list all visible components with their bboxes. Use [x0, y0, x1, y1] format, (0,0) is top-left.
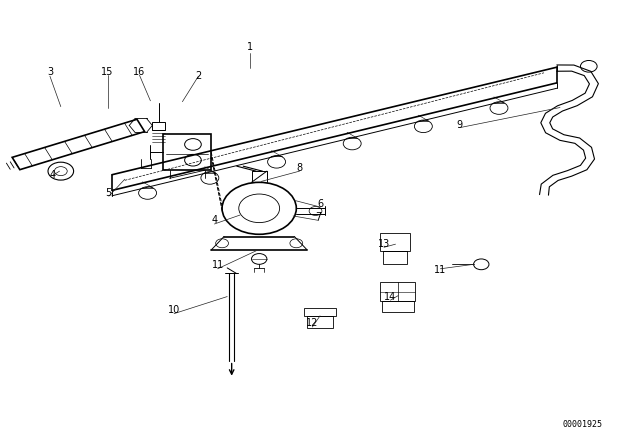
Text: 7: 7 [316, 212, 322, 222]
Text: 12: 12 [306, 319, 319, 328]
Text: 10: 10 [168, 305, 180, 315]
Text: 16: 16 [133, 67, 146, 77]
Bar [382, 301, 414, 312]
Text: 11: 11 [434, 265, 447, 275]
Text: 4: 4 [49, 170, 56, 180]
Bar [163, 134, 211, 170]
Bar [383, 251, 407, 264]
Text: 2: 2 [195, 71, 202, 81]
Text: 00001925: 00001925 [563, 420, 602, 429]
Text: 3: 3 [47, 67, 53, 77]
Bar [307, 316, 333, 328]
Text: 14: 14 [384, 292, 397, 302]
Bar [380, 233, 410, 251]
Text: 1: 1 [246, 42, 253, 52]
Text: 11: 11 [211, 260, 224, 270]
Text: 15: 15 [101, 67, 114, 77]
Bar [380, 282, 415, 301]
Text: 4: 4 [211, 215, 218, 224]
Text: 6: 6 [317, 199, 323, 209]
Text: 9: 9 [456, 121, 463, 130]
Text: 13: 13 [378, 239, 390, 249]
Bar [304, 308, 336, 316]
Text: 8: 8 [296, 163, 303, 173]
Bar [152, 122, 165, 130]
Text: 5: 5 [106, 188, 112, 198]
